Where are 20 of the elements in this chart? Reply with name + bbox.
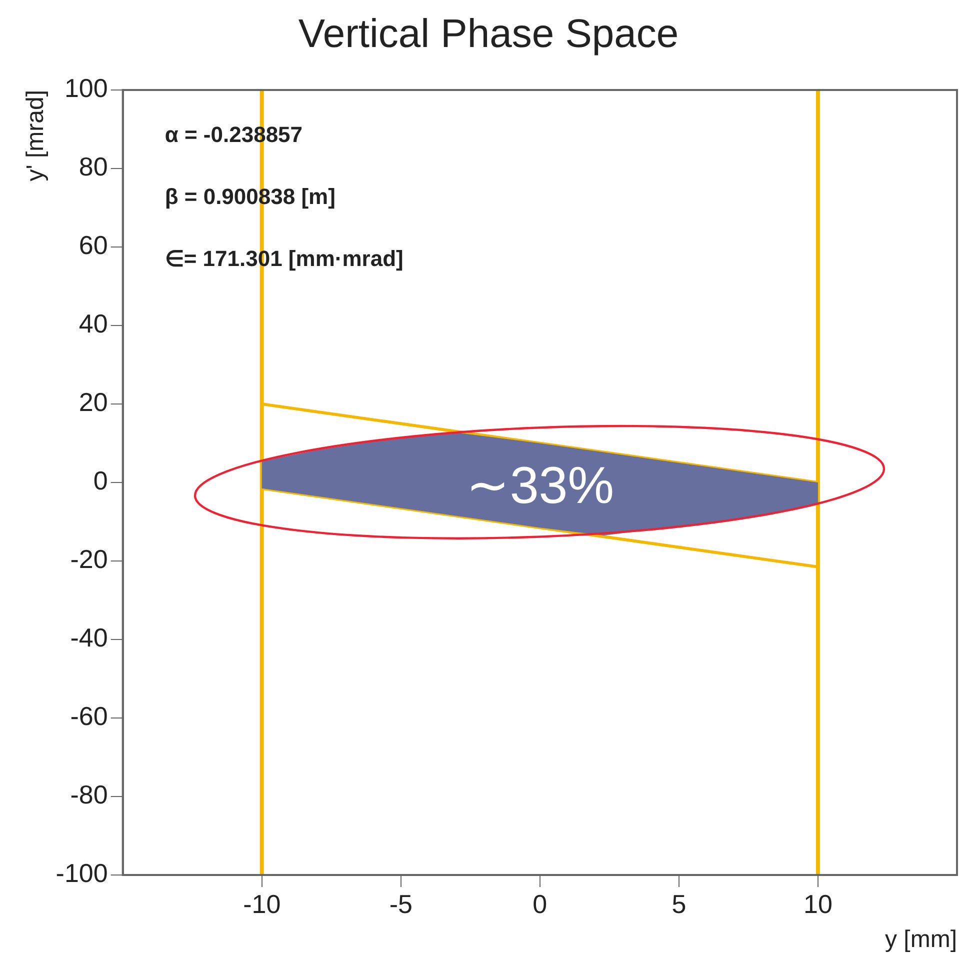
y-tick-label: -80 [70, 780, 108, 810]
y-tick-label: 20 [78, 387, 108, 418]
x-tick-label: -10 [243, 888, 281, 919]
x-axis-title: y [mm] [885, 926, 957, 954]
y-tick-label: 100 [64, 73, 108, 104]
y-tick-label: -20 [70, 544, 108, 574]
annotation: ∼33% [466, 456, 614, 515]
y-tick-label: -100 [56, 858, 108, 888]
chart-title: Vertical Phase Space [298, 12, 679, 56]
x-tick-label: -5 [389, 888, 412, 919]
y-axis-title: y' [mrad] [22, 90, 50, 182]
y-tick-label: 0 [93, 466, 108, 496]
y-tick-label: -60 [70, 701, 108, 732]
y-tick-label: 60 [78, 230, 108, 260]
x-tick-label: 0 [532, 888, 548, 919]
y-tick-label: 40 [78, 308, 108, 339]
x-tick-label: 5 [672, 888, 686, 919]
y-tick-label: -40 [70, 622, 108, 653]
y-tick-label: 80 [78, 152, 108, 182]
x-tick-label: 10 [804, 888, 832, 919]
